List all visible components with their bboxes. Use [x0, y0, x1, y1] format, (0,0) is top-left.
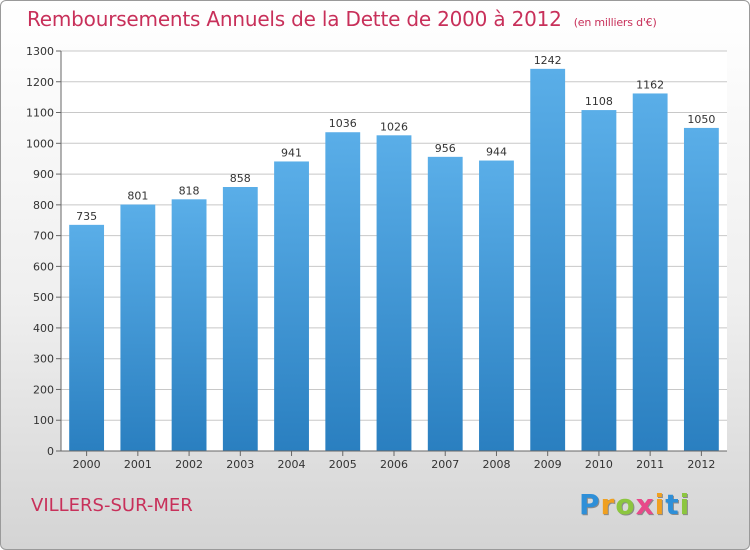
y-tick-label: 900 — [33, 168, 54, 181]
bar-value-label: 944 — [486, 146, 507, 159]
bars: 735 801 818 858 941 1036 1026 956 944 1242 1108 116… — [69, 54, 719, 452]
x-tick-label: 2011 — [636, 458, 664, 471]
logo-letter: t — [665, 488, 680, 521]
bar — [427, 156, 463, 451]
x-tick-label: 2000 — [73, 458, 101, 471]
bar-value-label: 1162 — [636, 78, 664, 91]
bar-value-label: 1242 — [534, 54, 562, 67]
chart-title: Remboursements Annuels de la Dette de 20… — [27, 7, 657, 31]
bar — [274, 161, 309, 451]
y-tick-label: 200 — [33, 383, 54, 396]
y-tick-label: 800 — [33, 199, 54, 212]
y-tick-label: 300 — [33, 353, 54, 366]
x-tick-label: 2009 — [534, 458, 562, 471]
bar-value-label: 1108 — [585, 95, 613, 108]
x-tick-label: 2003 — [226, 458, 254, 471]
x-tick-label: 2005 — [329, 458, 357, 471]
bar-value-label: 1050 — [687, 113, 715, 126]
y-tick-label: 1000 — [26, 137, 54, 150]
y-tick-label: 600 — [33, 260, 54, 273]
bar — [222, 187, 258, 451]
bar — [581, 110, 617, 452]
y-tick-label: 0 — [47, 445, 54, 458]
x-axis-ticks: 2000 2001 2002 2003 2004 2005 2006 2007 2008 2009… — [73, 451, 715, 471]
y-tick-label: 100 — [33, 414, 54, 427]
x-tick-label: 2004 — [278, 458, 306, 471]
bar — [479, 160, 514, 452]
logo-letter: i — [654, 488, 666, 521]
x-tick-label: 2006 — [380, 458, 408, 471]
bar-value-label: 801 — [127, 190, 148, 203]
bar-value-label: 956 — [435, 142, 456, 155]
y-tick-label: 700 — [33, 230, 54, 243]
bar — [632, 93, 668, 451]
chart-subtitle: (en milliers d'€) — [573, 16, 657, 29]
bar-value-label: 1026 — [380, 120, 408, 133]
logo-letter: i — [679, 488, 691, 521]
bar — [530, 68, 566, 451]
y-axis-ticks: 0 100 200 300 400 500 600 700 800 900 1000 1100 1200… — [26, 45, 61, 458]
x-tick-label: 2010 — [585, 458, 613, 471]
x-tick-label: 2002 — [175, 458, 203, 471]
bar — [69, 224, 105, 451]
y-tick-label: 500 — [33, 291, 54, 304]
proxiti-logo: Proxiti — [579, 488, 690, 521]
chart-title-text: Remboursements Annuels de la Dette de 20… — [27, 7, 562, 31]
bar — [171, 199, 207, 451]
x-tick-label: 2007 — [431, 458, 459, 471]
bar-value-label: 858 — [230, 172, 251, 185]
y-tick-label: 1200 — [26, 76, 54, 89]
x-tick-label: 2008 — [482, 458, 510, 471]
logo-letter: o — [615, 488, 636, 521]
location-label: VILLERS-SUR-MER — [31, 495, 193, 516]
y-tick-label: 1300 — [26, 45, 54, 58]
logo-letter: x — [635, 488, 655, 521]
bar — [683, 127, 719, 451]
bar-value-label: 818 — [179, 184, 200, 197]
x-tick-label: 2012 — [687, 458, 715, 471]
y-tick-label: 1100 — [26, 107, 54, 120]
logo-letter: P — [579, 488, 601, 521]
x-tick-label: 2001 — [124, 458, 152, 471]
logo-letter: r — [600, 488, 616, 521]
y-tick-label: 400 — [33, 322, 54, 335]
bar — [376, 135, 412, 452]
bar — [325, 132, 361, 451]
bar — [120, 204, 156, 451]
bar-value-label: 941 — [281, 146, 302, 159]
bar-value-label: 1036 — [329, 117, 357, 130]
bar-value-label: 735 — [76, 210, 97, 223]
